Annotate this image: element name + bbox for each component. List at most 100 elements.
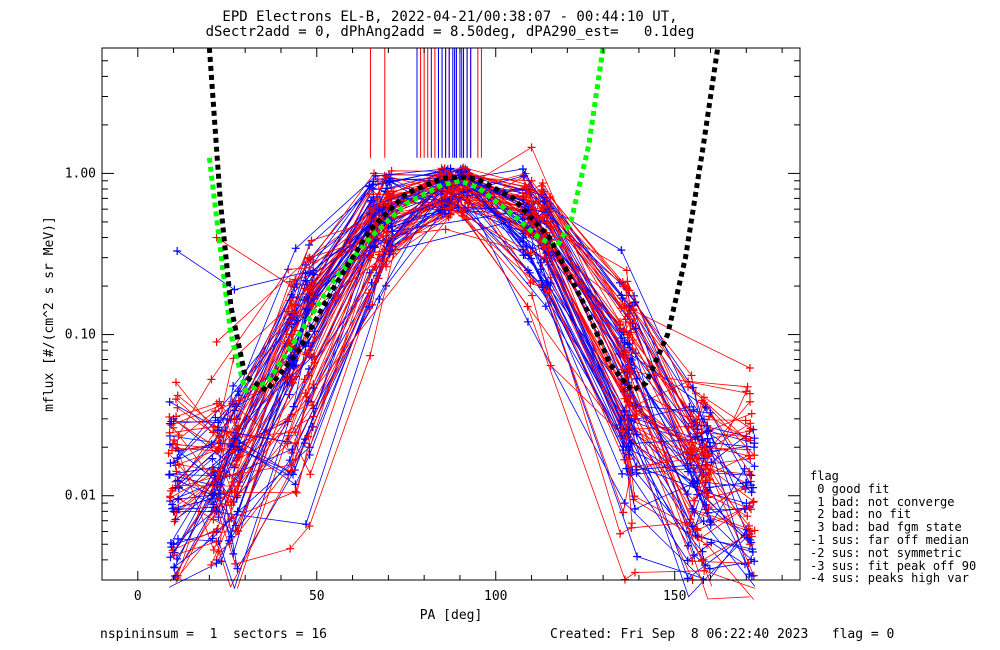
data-point <box>546 279 555 288</box>
data-point <box>310 358 319 367</box>
data-point <box>436 205 445 214</box>
data-point <box>706 425 715 434</box>
data-point <box>215 397 224 406</box>
x-tick-label: 100 <box>484 589 507 604</box>
axes-layer: 0 50 100 150 0.01 0.10 1.00 <box>65 47 801 604</box>
data-point <box>388 222 397 231</box>
data-point <box>229 381 238 390</box>
data-point <box>387 166 396 175</box>
data-point <box>745 389 754 398</box>
data-point <box>464 199 473 208</box>
data-point <box>209 545 218 554</box>
data-point <box>627 523 636 532</box>
data-point <box>212 537 221 546</box>
data-point <box>749 497 758 506</box>
x-axis-label: PA [deg] <box>420 608 483 623</box>
data-point <box>282 330 291 339</box>
data-point <box>630 314 639 323</box>
data-point <box>173 481 182 490</box>
data-point <box>625 286 634 295</box>
data-point <box>617 304 626 313</box>
data-point <box>688 383 697 392</box>
data-point <box>698 443 707 452</box>
data-point <box>705 450 714 459</box>
data-point <box>701 561 710 570</box>
data-point <box>540 197 549 206</box>
data-point <box>382 257 391 266</box>
profile-line <box>217 167 756 587</box>
data-point <box>746 535 755 544</box>
data-point <box>291 275 300 284</box>
flag-legend-item: 2 bad: no fit <box>810 507 912 522</box>
data-point <box>232 402 241 411</box>
data-point <box>233 507 242 516</box>
data-point <box>745 570 754 579</box>
flag-legend-item: 0 good fit <box>810 481 890 496</box>
data-point <box>285 277 294 286</box>
data-point <box>705 564 714 573</box>
data-point <box>618 426 627 435</box>
data-point <box>229 549 238 558</box>
data-point <box>703 540 712 549</box>
data-point <box>688 504 697 513</box>
data-point <box>706 465 715 474</box>
data-point <box>234 387 243 396</box>
data-point <box>216 480 225 489</box>
data-point <box>165 412 174 421</box>
data-point <box>308 401 317 410</box>
data-point <box>287 302 296 311</box>
data-point <box>464 169 473 178</box>
data-point <box>207 375 216 384</box>
y-tick-label: 0.01 <box>65 489 96 504</box>
data-point <box>746 397 755 406</box>
data-point <box>213 524 222 533</box>
data-point <box>546 361 555 370</box>
data-point <box>231 559 240 568</box>
data-point <box>225 539 234 548</box>
data-point <box>172 467 181 476</box>
data-point <box>746 436 755 445</box>
data-point <box>620 302 629 311</box>
data-point <box>174 505 183 514</box>
data-point <box>541 302 550 311</box>
data-point <box>693 432 702 441</box>
data-point <box>389 191 398 200</box>
data-point <box>537 182 546 191</box>
data-point <box>750 451 759 460</box>
data-point <box>688 479 697 488</box>
data-point <box>234 482 243 491</box>
data-point <box>621 421 630 430</box>
data-point <box>365 216 374 225</box>
data-point <box>283 337 292 346</box>
data-point <box>364 289 373 298</box>
data-point <box>165 428 174 437</box>
data-point <box>523 302 532 311</box>
data-point <box>389 233 398 242</box>
data-point <box>171 572 180 581</box>
profile-line <box>173 189 749 588</box>
data-point <box>692 415 701 424</box>
data-point <box>215 433 224 442</box>
data-point <box>282 374 291 383</box>
data-point <box>283 439 292 448</box>
data-point <box>459 163 468 172</box>
data-point <box>365 190 374 199</box>
data-point <box>165 470 174 479</box>
data-point <box>228 397 237 406</box>
data-point <box>173 534 182 543</box>
flag-legend-item: 3 bad: bad fgm state <box>810 520 962 535</box>
flag-legend: flag 0 good fit 1 bad: not converge 2 ba… <box>810 470 976 585</box>
data-point <box>166 553 175 562</box>
data-point <box>747 532 756 541</box>
data-point <box>630 568 639 577</box>
flag-legend-item: -1 sus: far off median <box>810 532 969 547</box>
data-point <box>538 204 547 213</box>
flag-legend-item: -3 sus: fit peak off 90 <box>810 558 977 573</box>
data-point <box>632 374 641 383</box>
data-point <box>699 454 708 463</box>
data-point <box>214 437 223 446</box>
data-point <box>386 174 395 183</box>
data-point <box>527 176 536 185</box>
data-point <box>746 419 755 428</box>
